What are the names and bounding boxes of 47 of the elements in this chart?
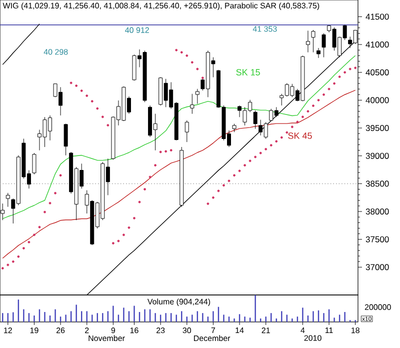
text: SK 15: [236, 69, 260, 76]
x-tick-label: 2: [85, 328, 89, 334]
y-tick-label: 41000: [366, 42, 389, 48]
candlestick: [316, 48, 320, 58]
candlestick: [322, 33, 326, 58]
x-tick-label: 4: [300, 328, 305, 334]
x-tick-label: 16: [130, 328, 138, 334]
x-tick-label: 9: [111, 328, 116, 334]
candlestick: [253, 110, 258, 129]
text: 2010: [304, 335, 322, 341]
x-tick-label: 30: [182, 328, 192, 334]
x-tick-label: 18: [352, 328, 360, 334]
y-tick-label: 37000: [366, 264, 389, 270]
y-tick-label: 39000: [366, 152, 389, 159]
series-label: SK 45: [288, 132, 312, 139]
ref-line-label: 41 353: [252, 26, 277, 32]
x-tick-label: 12: [4, 328, 12, 334]
x-tick-label: 14: [236, 328, 244, 334]
y-tick-label: 37500: [366, 236, 389, 242]
x-tick-label: 19: [30, 328, 38, 334]
x-tick-label: 7: [211, 328, 216, 334]
candlestick: [190, 94, 194, 114]
candlestick: [6, 192, 10, 208]
x-tick-label: 23: [156, 328, 165, 334]
annotation: 40 298: [44, 49, 68, 55]
text: 200000: [364, 304, 391, 310]
y-tick-label: 40000: [366, 97, 389, 104]
y-tick-label: 38000: [366, 208, 389, 215]
x-tick-label: 26: [56, 328, 65, 334]
y-tick-label: 38500: [366, 180, 389, 187]
y-tick-label: 39500: [366, 125, 389, 132]
chart-title: WIG (41,029.19, 41,256.40, 41,008.84, 41,256.40, +265.910), Parabolic SAR (40,583.75): [2, 2, 320, 10]
text: November: [88, 335, 125, 342]
candlestick: [306, 30, 310, 53]
line-series: [2, 24, 40, 65]
x-tick-label: 11: [325, 328, 333, 334]
y-tick-label: 41500: [366, 14, 389, 20]
x-tick-label: 21: [262, 328, 270, 334]
candlestick: [195, 88, 200, 104]
candlestick: [32, 152, 36, 175]
annotation: 40 912: [125, 27, 149, 33]
text: December: [194, 335, 230, 342]
candlestick: [311, 30, 316, 53]
candlestick: [64, 123, 68, 156]
y-tick-label: 40500: [366, 69, 389, 76]
chart-title: Volume (904,244): [147, 298, 210, 306]
candlestick: [184, 120, 189, 142]
